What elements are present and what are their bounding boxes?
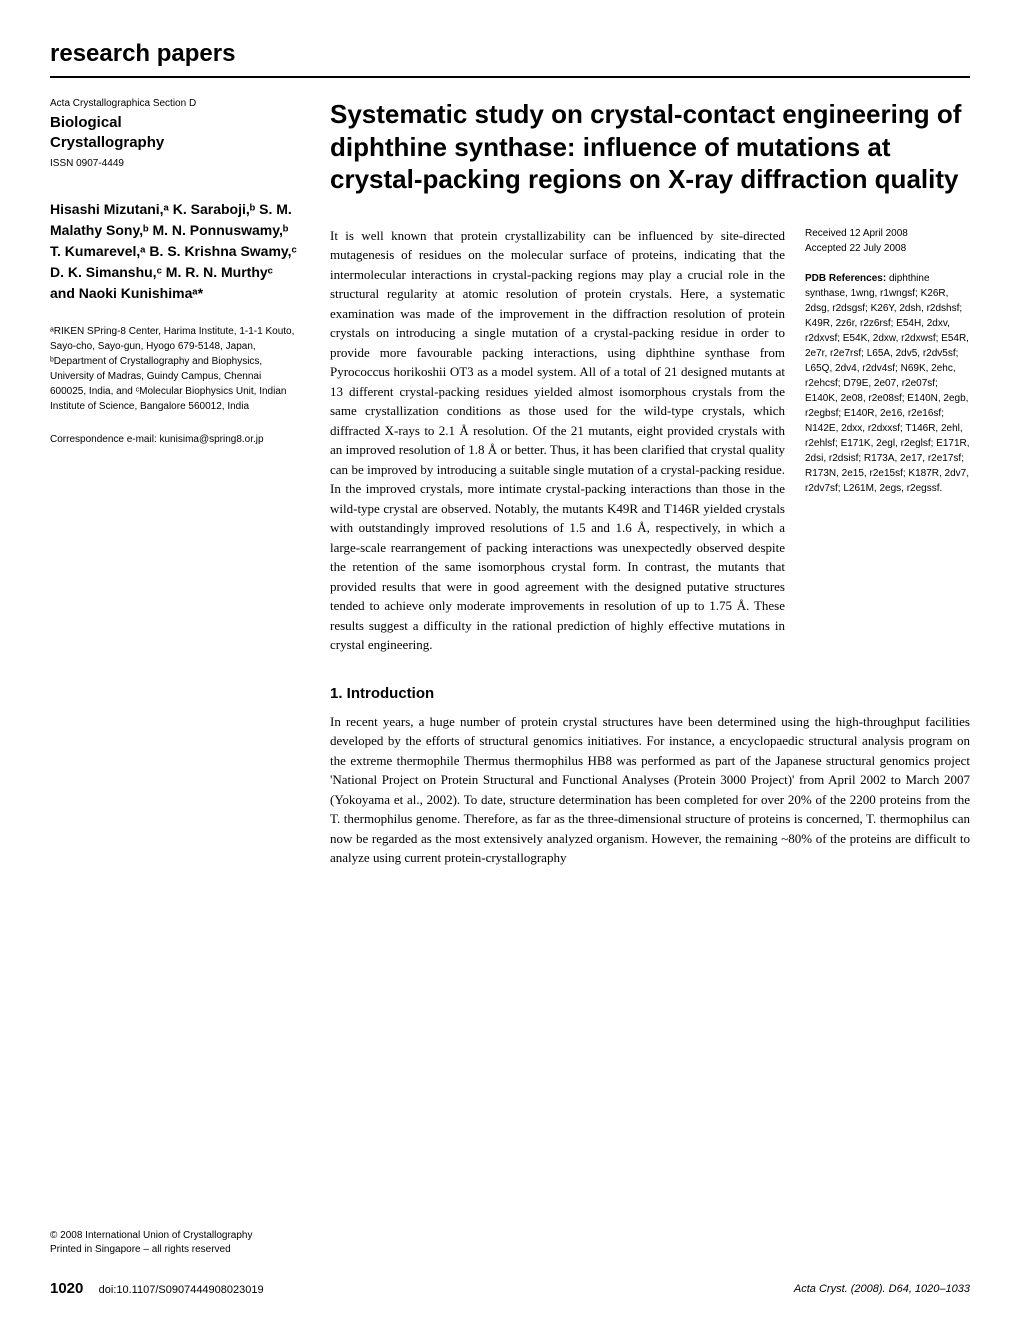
journal-name: Biological Crystallography — [50, 113, 300, 152]
main-content: Acta Crystallographica Section D Biologi… — [50, 98, 970, 868]
pdb-refs-list: 1wng, r1wngsf; K26R, 2dsg, r2dsgsf; K26Y… — [805, 288, 970, 494]
page-number: 1020 — [50, 1280, 83, 1297]
issn: ISSN 0907-4449 — [50, 158, 300, 169]
abstract-area: It is well known that protein crystalliz… — [330, 226, 970, 655]
introduction-text: In recent years, a huge number of protei… — [330, 712, 970, 868]
copyright-block: © 2008 International Union of Crystallog… — [50, 1229, 300, 1257]
doi: doi:10.1107/S0907444908023019 — [99, 1284, 264, 1296]
journal-name-line1: Biological — [50, 113, 300, 133]
citation: Acta Cryst. (2008). D64, 1020–1033 — [794, 1283, 970, 1295]
footer-left: 1020 doi:10.1107/S0907444908023019 — [50, 1280, 264, 1297]
copyright-line2: Printed in Singapore – all rights reserv… — [50, 1243, 300, 1257]
pdb-references: PDB References: diphthine synthase, 1wng… — [805, 271, 970, 496]
journal-series: Acta Crystallographica Section D — [50, 98, 300, 109]
pdb-title: PDB References: — [805, 273, 886, 284]
authors-list: Hisashi Mizutani,ᵃ K. Saraboji,ᵇ S. M. M… — [50, 199, 300, 304]
page-footer: 1020 doi:10.1107/S0907444908023019 Acta … — [50, 1280, 970, 1297]
affiliations: ᵃRIKEN SPring-8 Center, Harima Institute… — [50, 324, 300, 414]
correspondence: Correspondence e-mail: kunisima@spring8.… — [50, 434, 300, 445]
accepted-date: Accepted 22 July 2008 — [805, 241, 970, 256]
abstract-text: It is well known that protein crystalliz… — [330, 226, 785, 655]
header-section: research papers — [50, 40, 970, 78]
journal-name-line2: Crystallography — [50, 133, 300, 153]
meta-sidebar: Received 12 April 2008 Accepted 22 July … — [805, 226, 970, 655]
copyright-line1: © 2008 International Union of Crystallog… — [50, 1229, 300, 1243]
section-label: research papers — [50, 40, 970, 68]
main-column: Systematic study on crystal-contact engi… — [330, 98, 970, 868]
received-date: Received 12 April 2008 — [805, 226, 970, 241]
article-title: Systematic study on crystal-contact engi… — [330, 98, 970, 196]
dates-block: Received 12 April 2008 Accepted 22 July … — [805, 226, 970, 256]
left-sidebar: Acta Crystallographica Section D Biologi… — [50, 98, 300, 868]
introduction-heading: 1. Introduction — [330, 685, 970, 702]
